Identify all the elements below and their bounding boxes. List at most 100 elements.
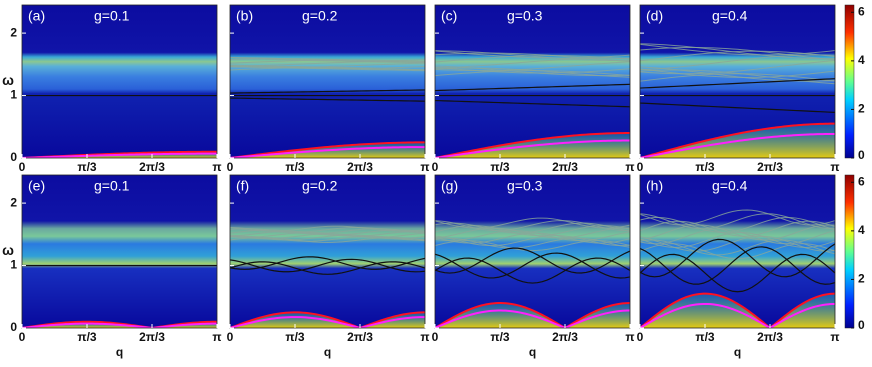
upper-curve — [22, 320, 217, 328]
theory-line — [640, 102, 835, 114]
theory-line — [640, 224, 835, 241]
heatmap — [230, 175, 425, 328]
heatmap — [435, 175, 630, 328]
heatmap-background — [22, 175, 217, 328]
x-tick-label: 0 — [227, 160, 234, 174]
frame — [229, 4, 426, 159]
colorbar — [844, 4, 855, 159]
heatmap — [22, 175, 217, 328]
panel-label: (a) — [28, 8, 45, 24]
theory-line — [640, 253, 835, 293]
panel-label: (d) — [646, 8, 663, 24]
theory-line — [435, 227, 630, 239]
colorbar-tick-label: 6 — [858, 4, 865, 18]
x-tick-label: 2π/3 — [757, 330, 783, 344]
x-tick-label: π — [212, 160, 221, 174]
x-tick-label: 0 — [637, 160, 644, 174]
theory-line — [640, 231, 835, 248]
theory-line — [640, 60, 835, 75]
panel: (g) g=0.3 0 π/3 2π/3 π q — [432, 174, 635, 359]
theory-line — [435, 257, 630, 284]
colorbar-tick-label: 4 — [858, 53, 865, 67]
panel: (d) g=0.4 0 π/3 2π/3 π — [637, 4, 840, 174]
heatmap-background — [22, 5, 217, 158]
theory-line — [435, 66, 630, 74]
panel-title: g=0.1 — [94, 8, 130, 24]
x-axis-label: q — [529, 345, 536, 359]
y-axis-label: ω — [2, 72, 14, 88]
heatmap — [640, 5, 835, 158]
theory-line — [435, 252, 630, 279]
x-tick-label: π/3 — [490, 330, 510, 344]
lower-curve — [640, 302, 835, 328]
lower-curve — [22, 152, 217, 158]
panel: (f) g=0.2 0 π/3 2π/3 π q — [227, 174, 430, 359]
theory-line — [640, 66, 835, 82]
x-tick-label: π/3 — [490, 160, 510, 174]
x-tick-label: π — [420, 330, 429, 344]
heatmap-background — [230, 175, 425, 328]
theory-line — [230, 235, 425, 242]
theory-line — [640, 43, 835, 56]
theory-line — [435, 50, 630, 62]
y-tick-label: 2 — [10, 195, 17, 209]
upper-curve — [230, 141, 425, 158]
panel: (h) g=0.4 0 π/3 2π/3 π q — [637, 174, 840, 359]
y-tick-label: 1 — [10, 258, 17, 272]
x-axis-label: q — [116, 345, 123, 359]
theory-line — [640, 43, 835, 60]
theory-line — [230, 56, 425, 63]
panel-label: (e) — [28, 178, 45, 194]
theory-line — [230, 226, 425, 233]
x-tick-label: 2π/3 — [757, 160, 783, 174]
heatmap-background — [230, 5, 425, 158]
colorbar-tick-label: 2 — [858, 272, 865, 286]
x-tick-label: 0 — [432, 160, 439, 174]
panel: (a) g=0.1 0 π/3 2π/3 π 0 1 2 ω — [2, 4, 222, 174]
colorbar-tick-label: 2 — [858, 102, 865, 116]
colorbar — [844, 174, 855, 329]
x-tick-label: π — [625, 160, 634, 174]
theory-line — [640, 68, 835, 78]
frame — [21, 174, 218, 329]
theory-line — [435, 247, 630, 274]
panel-title: g=0.4 — [712, 178, 748, 194]
heatmap-background — [435, 5, 630, 158]
lower-curve — [640, 132, 835, 158]
y-tick-label: 0 — [10, 150, 17, 164]
theory-line — [640, 228, 835, 245]
heatmap — [22, 5, 217, 158]
x-tick-label: 2π/3 — [347, 330, 373, 344]
x-axis-label: q — [324, 345, 331, 359]
theory-line — [435, 57, 630, 69]
theory-line — [230, 256, 425, 270]
theory-line — [435, 237, 630, 249]
upper-curve — [230, 311, 425, 328]
x-tick-label: 2π/3 — [347, 160, 373, 174]
theory-line — [230, 225, 425, 232]
panel-label: (h) — [646, 178, 663, 194]
theory-line — [640, 239, 835, 256]
theory-line — [435, 83, 630, 92]
x-tick-label: π — [625, 330, 634, 344]
panel-title: g=0.3 — [507, 178, 543, 194]
y-tick-label: 1 — [10, 88, 17, 102]
panel-title: g=0.2 — [302, 178, 338, 194]
heatmap-background — [435, 175, 630, 328]
y-tick-label: 0 — [10, 320, 17, 334]
frame — [639, 174, 836, 329]
theory-line — [435, 50, 630, 59]
x-tick-label: π/3 — [695, 330, 715, 344]
x-tick-label: 2π/3 — [139, 330, 165, 344]
x-tick-label: π/3 — [285, 330, 305, 344]
x-tick-label: π/3 — [285, 160, 305, 174]
y-tick-label: 2 — [10, 25, 17, 39]
lower-curve — [22, 322, 217, 328]
upper-curve — [435, 132, 630, 158]
x-tick-label: π — [830, 160, 839, 174]
panel-label: (g) — [441, 178, 458, 194]
theory-line — [435, 220, 630, 232]
x-tick-label: π/3 — [77, 160, 97, 174]
theory-line — [640, 220, 835, 237]
